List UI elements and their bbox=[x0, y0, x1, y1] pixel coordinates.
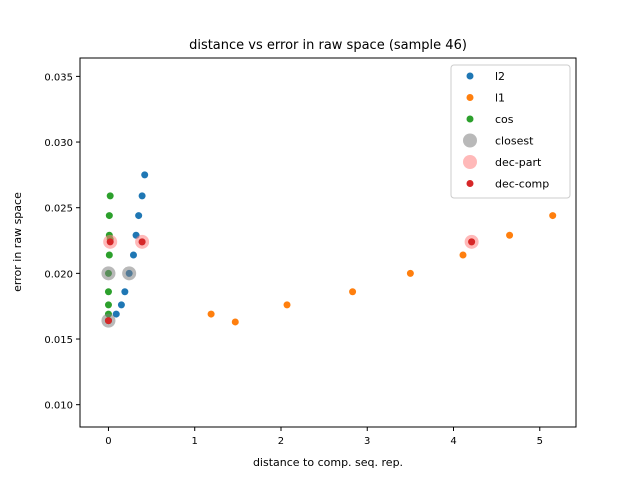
data-point-cos-3 bbox=[104, 288, 112, 296]
chart-title: distance vs error in raw space (sample 4… bbox=[189, 38, 467, 53]
legend: l2 l1 cos closest dec-part dec-comp bbox=[450, 64, 571, 199]
data-point-l1-1 bbox=[207, 310, 215, 318]
data-point-l2-9 bbox=[141, 171, 149, 179]
data-point-cos-7 bbox=[105, 212, 113, 220]
x-axis-label: distance to comp. seq. rep. bbox=[253, 456, 403, 469]
data-point-cos-5 bbox=[105, 251, 113, 259]
x-tick-label-2: 2 bbox=[278, 436, 284, 447]
y-axis-ticks: 0.010 0.015 0.020 0.025 0.030 0.035 bbox=[44, 72, 80, 412]
data-point-dec-comp-3 bbox=[468, 238, 476, 246]
legend-label-l1: l1 bbox=[495, 92, 505, 105]
legend-marker-closest bbox=[463, 133, 477, 148]
legend-label-dec-part: dec-part bbox=[495, 156, 542, 169]
data-point-l2-3 bbox=[121, 288, 129, 296]
y-tick-label-2: 0.020 bbox=[44, 269, 73, 280]
data-point-l2-7 bbox=[135, 212, 143, 220]
y-axis-label: error in raw space bbox=[11, 192, 24, 292]
data-point-dec-comp-2 bbox=[138, 238, 146, 246]
data-point-l1-5 bbox=[406, 269, 414, 277]
legend-label-l2: l2 bbox=[495, 70, 505, 83]
legend-box bbox=[450, 64, 571, 199]
y-tick-label-4: 0.030 bbox=[44, 138, 73, 149]
x-tick-label-3: 3 bbox=[364, 436, 370, 447]
data-point-l1-9 bbox=[549, 212, 557, 220]
data-point-l1-4 bbox=[349, 288, 357, 296]
y-tick-label-0: 0.010 bbox=[44, 401, 73, 412]
legend-entries: l2 l1 cos closest dec-part dec-comp bbox=[463, 70, 549, 191]
data-point-closest-1 bbox=[101, 266, 116, 281]
x-axis-ticks: 0 1 2 3 4 5 bbox=[105, 427, 543, 447]
data-points-layer bbox=[101, 171, 557, 328]
data-point-l1-2 bbox=[231, 318, 239, 326]
legend-marker-dec-comp bbox=[466, 180, 474, 187]
legend-marker-l1 bbox=[466, 94, 474, 101]
data-point-l1-8 bbox=[506, 231, 514, 239]
data-point-l2-5 bbox=[129, 251, 137, 259]
legend-label-dec-comp: dec-comp bbox=[495, 178, 549, 191]
data-point-dec-comp-0 bbox=[104, 317, 112, 325]
x-tick-label-0: 0 bbox=[105, 436, 111, 447]
x-tick-label-5: 5 bbox=[537, 436, 543, 447]
legend-label-closest: closest bbox=[495, 135, 534, 148]
data-point-cos-8 bbox=[106, 192, 114, 200]
data-point-l2-1 bbox=[112, 310, 120, 318]
legend-label-cos: cos bbox=[495, 113, 514, 126]
legend-marker-dec-part bbox=[463, 155, 477, 169]
x-tick-label-4: 4 bbox=[450, 436, 456, 447]
data-point-l1-3 bbox=[283, 301, 291, 309]
y-tick-label-3: 0.025 bbox=[44, 204, 73, 215]
legend-marker-cos bbox=[466, 115, 474, 123]
data-point-closest-2 bbox=[122, 266, 137, 281]
data-point-l2-8 bbox=[138, 192, 146, 200]
data-point-cos-2 bbox=[104, 301, 112, 309]
y-tick-label-1: 0.015 bbox=[44, 335, 73, 346]
data-point-l2-2 bbox=[117, 301, 125, 309]
plot-area-frame bbox=[79, 57, 577, 428]
data-point-dec-comp-1 bbox=[106, 238, 114, 246]
data-point-l1-6 bbox=[459, 251, 467, 259]
y-tick-label-5: 0.035 bbox=[44, 72, 73, 83]
x-tick-label-1: 1 bbox=[192, 436, 198, 447]
legend-marker-l2 bbox=[466, 72, 474, 80]
